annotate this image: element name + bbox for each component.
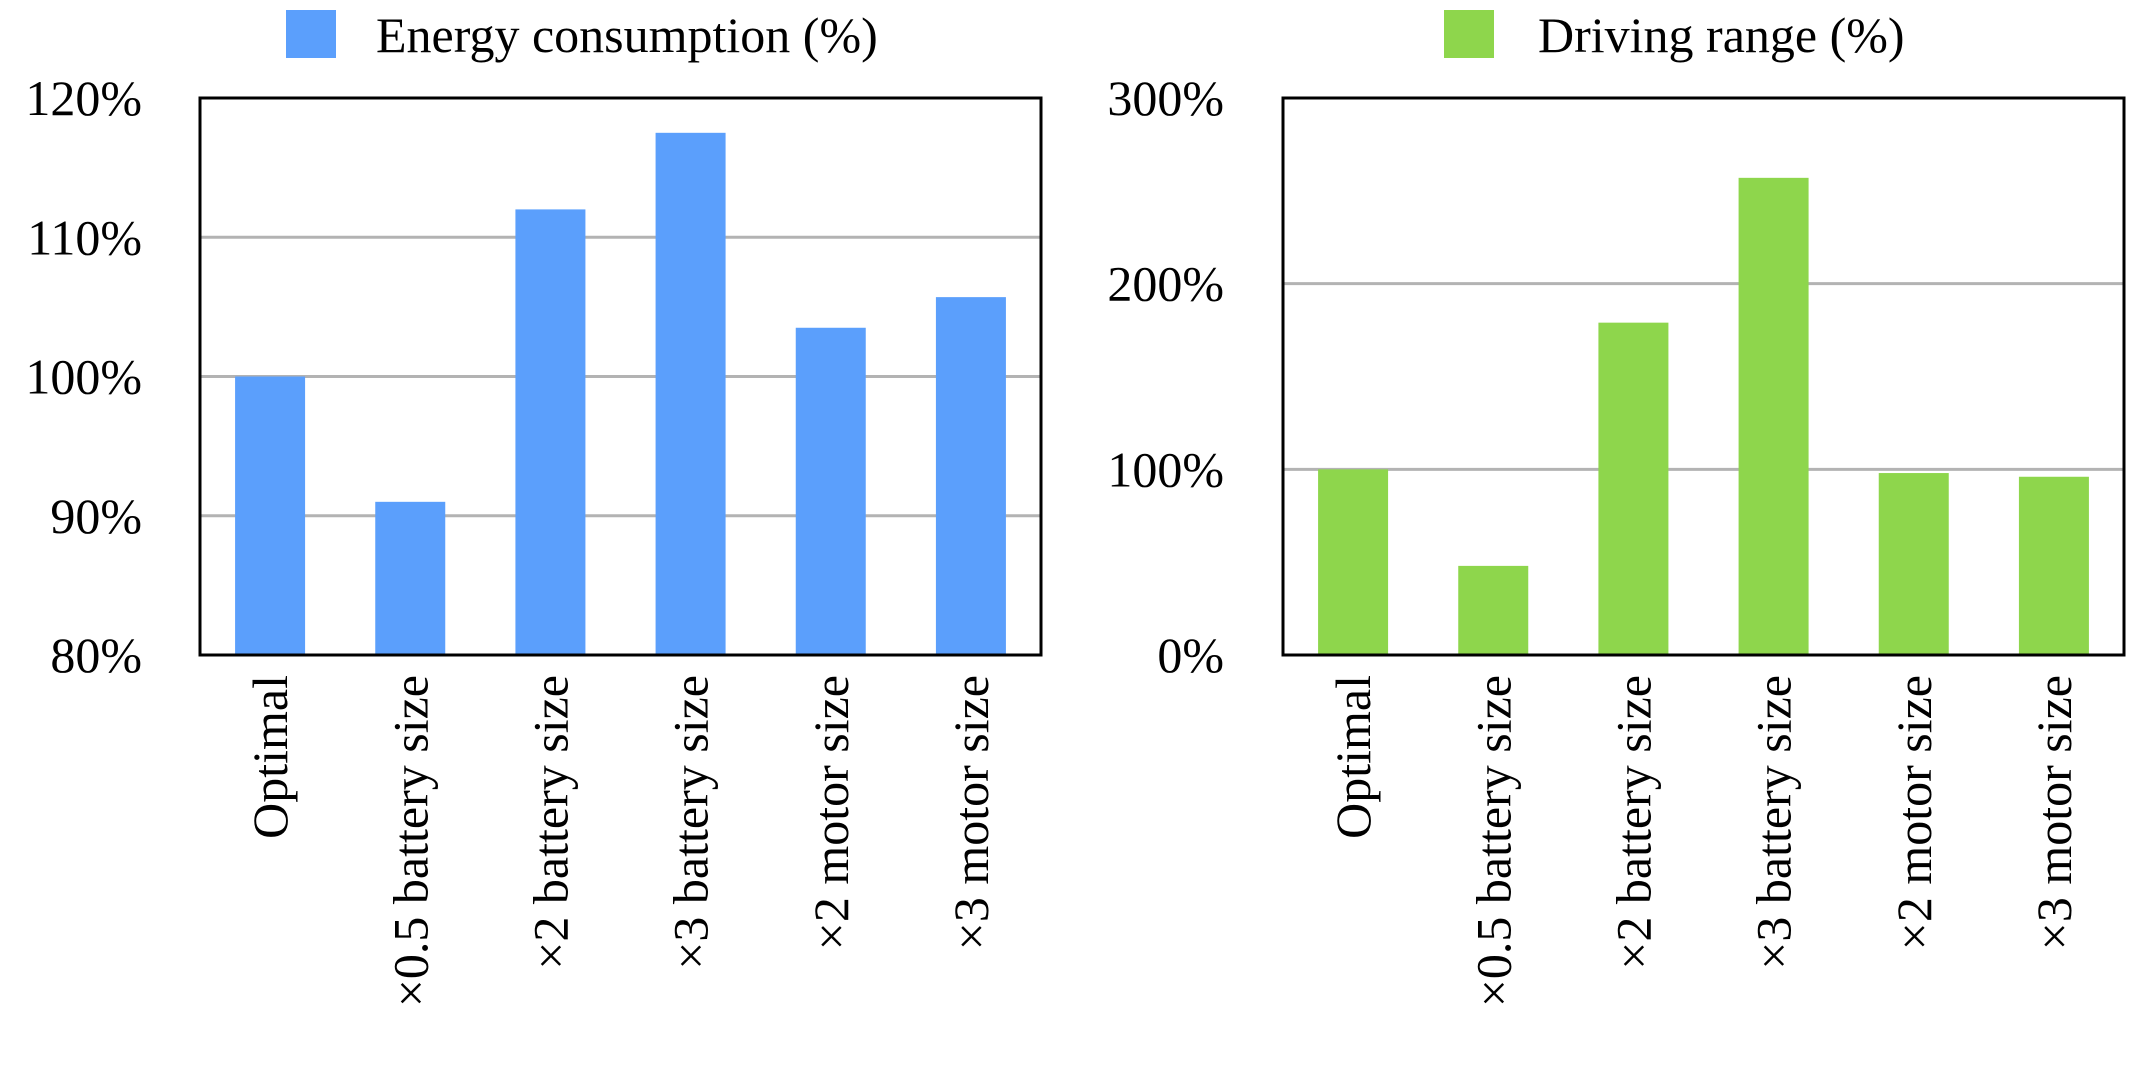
x-category-label: ×2 battery size: [1605, 675, 1661, 970]
bar: [655, 132, 726, 655]
y-tick-label: 300%: [1107, 70, 1224, 126]
bar: [235, 376, 306, 655]
y-tick-label: 200%: [1107, 256, 1224, 312]
bar: [2018, 476, 2089, 655]
bar: [515, 209, 586, 655]
y-tick-label: 120%: [25, 70, 142, 126]
legend-swatch: [286, 10, 336, 58]
bar: [1738, 177, 1809, 655]
bar: [1598, 322, 1669, 655]
y-tick-label: 110%: [27, 209, 142, 265]
y-tick-label: 0%: [1157, 627, 1224, 683]
x-category-label: ×3 battery size: [663, 675, 719, 970]
x-category-label: ×2 motor size: [803, 675, 859, 950]
energy-consumption-chart: Energy consumption (%) 80% 90% 100% 110% 120%…: [25, 7, 1043, 1007]
driving-range-chart: Driving range (%) 0% 100% 200% 300% Optimal ×0…: [1107, 7, 2126, 1007]
bar: [795, 327, 866, 655]
y-tick-label: 100%: [1107, 441, 1224, 497]
y-tick-label: 90%: [50, 488, 142, 544]
bar: [1318, 469, 1389, 655]
legend-swatch: [1444, 10, 1494, 58]
y-tick-label: 100%: [25, 349, 142, 405]
bar: [1878, 473, 1949, 655]
x-category-label: ×2 motor size: [1886, 675, 1942, 950]
y-tick-label: 80%: [50, 627, 142, 683]
bar: [1458, 565, 1529, 655]
legend-label: Energy consumption (%): [376, 7, 878, 63]
x-category-label: ×0.5 battery size: [1465, 675, 1521, 1007]
plot-frame: [198, 96, 1043, 657]
x-category-label: ×3 battery size: [1746, 675, 1802, 970]
x-category-label: ×2 battery size: [522, 675, 578, 970]
x-category-label: Optimal: [242, 675, 298, 839]
x-category-label: Optimal: [1325, 675, 1381, 839]
bar: [935, 297, 1006, 655]
x-category-label: ×3 motor size: [2026, 675, 2082, 950]
x-category-label: ×0.5 battery size: [382, 675, 438, 1007]
x-category-label: ×3 motor size: [943, 675, 999, 950]
bar: [375, 501, 446, 655]
plot-frame: [1281, 96, 2126, 657]
legend-label: Driving range (%): [1538, 7, 1905, 63]
